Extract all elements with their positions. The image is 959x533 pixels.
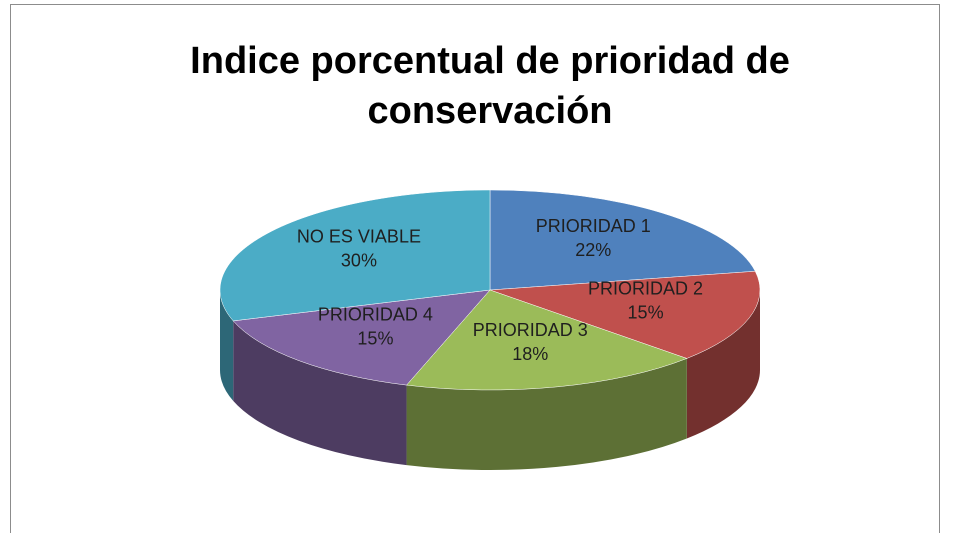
category-label: PRIORIDAD 1 (536, 216, 651, 236)
value-label: 18% (512, 344, 548, 364)
data-label: PRIORIDAD 4 15% (318, 304, 433, 348)
value-label: 15% (628, 303, 664, 323)
pie-slice-side (220, 290, 234, 401)
pie-slice-side (233, 320, 407, 466)
category-label: PRIORIDAD 3 (473, 320, 588, 340)
category-label: NO ES VIABLE (297, 227, 421, 247)
data-label: PRIORIDAD 1 22% (536, 216, 651, 260)
pie-slice (406, 289, 688, 391)
category-label: PRIORIDAD 2 (588, 279, 703, 299)
value-label: 15% (357, 328, 393, 348)
chart-border (10, 4, 940, 533)
data-label: NO ES VIABLE 30% (297, 227, 421, 271)
pie-slice-side (406, 358, 687, 470)
pie-slice (219, 189, 491, 322)
pie-slice (232, 289, 491, 386)
pie-slice (489, 271, 761, 359)
data-label: PRIORIDAD 2 15% (588, 279, 703, 323)
value-label: 30% (341, 251, 377, 271)
value-label: 22% (575, 240, 611, 260)
data-label: PRIORIDAD 3 18% (473, 320, 588, 364)
chart-title: Indice porcentual de prioridad de conser… (190, 40, 790, 132)
pie-slice-side (686, 290, 760, 439)
category-label: PRIORIDAD 4 (318, 304, 433, 324)
pie-slice (489, 189, 756, 291)
